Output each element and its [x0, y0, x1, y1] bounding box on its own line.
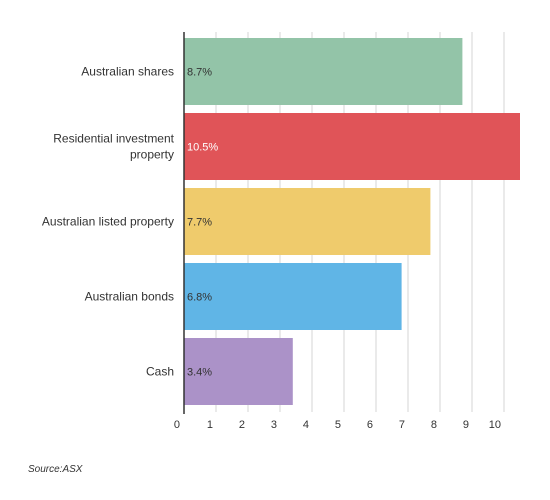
category-label: Residential investment [53, 132, 174, 146]
x-tick-label: 8 [431, 419, 437, 431]
data-label: 10.5% [187, 142, 218, 154]
bar [184, 338, 293, 405]
source-note: Source:ASX [28, 464, 83, 475]
data-label: 6.8% [187, 292, 212, 304]
x-tick-label: 1 [207, 419, 213, 431]
x-tick-label: 7 [399, 419, 405, 431]
category-label: Australian shares [81, 65, 174, 79]
data-label: 7.7% [187, 217, 212, 229]
bar [184, 263, 402, 330]
x-tick-label: 5 [335, 419, 341, 431]
x-tick-label: 10 [489, 419, 501, 431]
x-tick-label: 9 [463, 419, 469, 431]
category-label: Australian bonds [85, 290, 174, 304]
data-label: 8.7% [187, 67, 212, 79]
category-label: property [130, 148, 174, 162]
x-tick-label: 2 [239, 419, 245, 431]
x-tick-label: 6 [367, 419, 373, 431]
bar [184, 113, 520, 180]
x-tick-label: 4 [303, 419, 309, 431]
bar [184, 188, 431, 255]
category-label: Cash [146, 365, 174, 379]
x-tick-label: 0 [174, 419, 180, 431]
x-tick-label: 3 [271, 419, 277, 431]
bar [184, 38, 463, 105]
category-label: Australian listed property [42, 215, 174, 229]
data-label: 3.4% [187, 367, 212, 379]
